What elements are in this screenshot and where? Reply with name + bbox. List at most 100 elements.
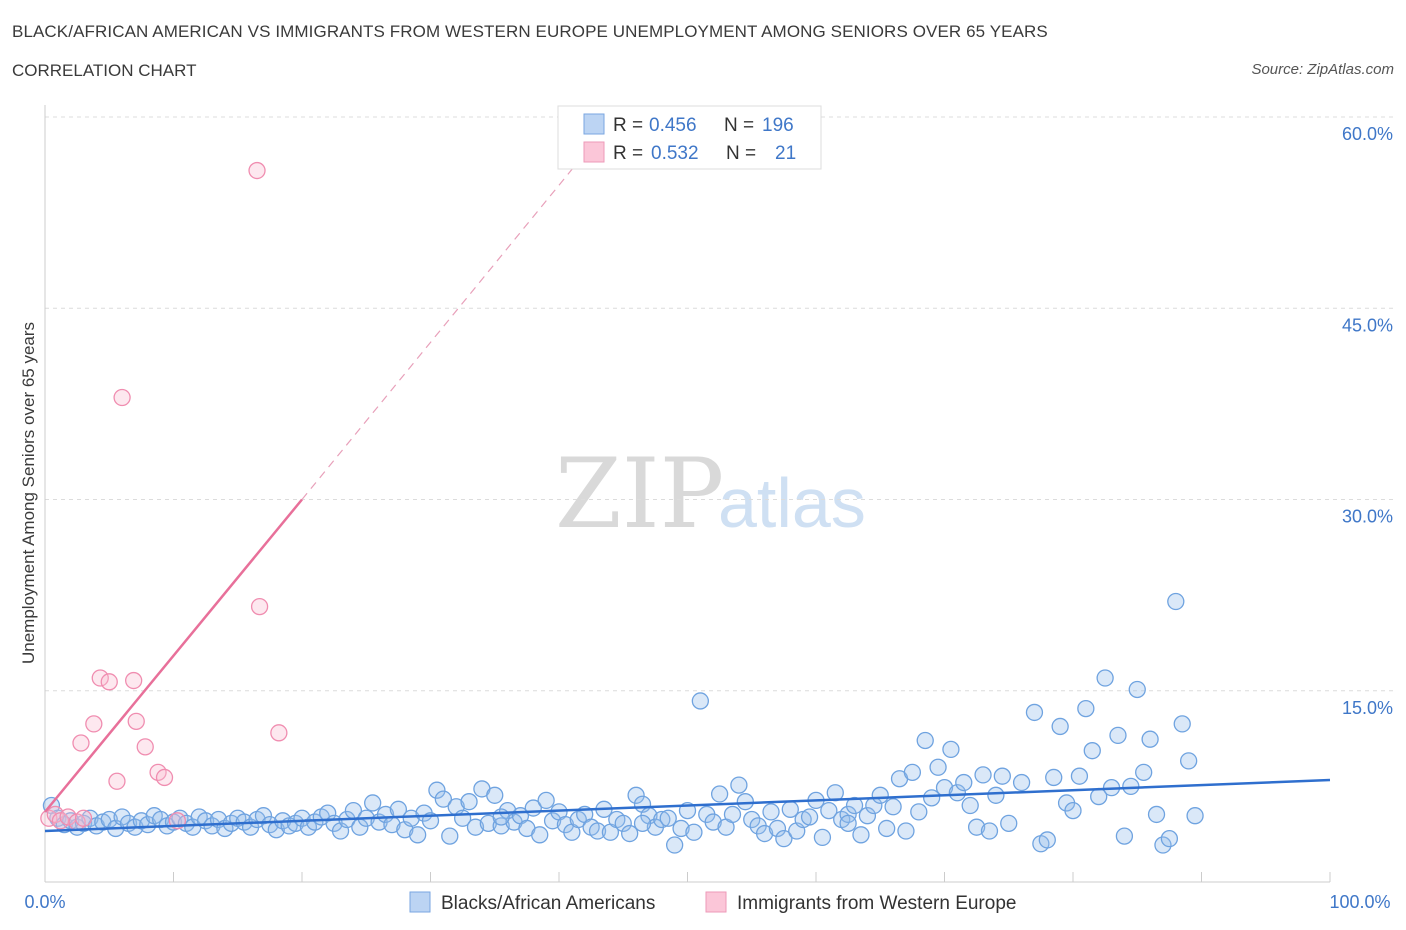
point-blacks-97 — [666, 836, 684, 854]
point-blacks-140 — [942, 740, 960, 759]
point-blacks-149 — [1000, 814, 1018, 832]
point-blacks-177 — [839, 814, 857, 832]
y-axis-label: Unemployment Among Seniors over 65 years — [19, 322, 38, 664]
point-blacks-159 — [1077, 699, 1095, 718]
legend-r-label-2: R = — [613, 143, 643, 164]
point-blacks-124 — [839, 805, 857, 824]
point-blacks-138 — [929, 758, 947, 776]
bottom-legend-label-blacks: Blacks/African Americans — [441, 893, 655, 914]
point-blacks-61 — [434, 790, 453, 808]
point-blacks-43 — [319, 804, 337, 822]
y-tick-label-45: 45.0% — [1342, 315, 1393, 335]
point-blacks-62 — [441, 827, 459, 845]
point-blacks-57 — [408, 826, 427, 844]
y-tick-label-15: 15.0% — [1342, 698, 1393, 718]
point-blacks-118 — [800, 808, 819, 826]
bottom-legend-swatch-blue — [409, 891, 431, 913]
point-blacks-172 — [1160, 830, 1179, 848]
point-blacks-157 — [1064, 801, 1082, 820]
point-blacks-114 — [775, 830, 793, 848]
point-blacks-176 — [1186, 807, 1204, 825]
point-blacks-70 — [492, 817, 510, 835]
y-tick-label-30: 30.0% — [1342, 507, 1393, 527]
point-blacks-77 — [537, 791, 555, 810]
point-blacks-164 — [1109, 726, 1127, 745]
point-blacks-104 — [710, 785, 729, 803]
bottom-legend-label-immigrants: Immigrants from Western Europe — [737, 893, 1016, 914]
point-blacks-33 — [254, 807, 273, 825]
point-blacks-170 — [1147, 805, 1166, 824]
x-tick-label-max: 100.0% — [1329, 892, 1390, 912]
point-blacks-85 — [588, 822, 607, 840]
point-blacks-162 — [1096, 669, 1114, 687]
point-immigrants-10 — [108, 772, 126, 790]
chart-subtitle: CORRELATION CHART — [12, 61, 197, 80]
point-blacks-165 — [1115, 827, 1134, 845]
point-blacks-171 — [1154, 836, 1172, 854]
point-blacks-141 — [948, 784, 966, 802]
point-blacks-100 — [685, 823, 703, 841]
point-immigrants-8 — [91, 669, 109, 687]
point-blacks-15 — [139, 815, 157, 834]
point-blacks-69 — [486, 786, 504, 804]
point-blacks-169 — [1141, 730, 1159, 748]
point-blacks-90 — [621, 824, 639, 843]
point-immigrants-14 — [136, 738, 154, 756]
legend-r-label-1: R = — [613, 115, 643, 136]
point-blacks-66 — [466, 818, 485, 836]
point-blacks-111 — [755, 824, 774, 843]
legend-swatch-pink — [583, 141, 605, 163]
y-tick-labels: 15.0% 30.0% 45.0% 60.0% — [1342, 124, 1393, 718]
point-immigrants-9 — [100, 673, 118, 691]
x-axis-ticks — [44, 872, 1331, 882]
point-blacks-179 — [492, 808, 510, 826]
y-tick-label-60: 60.0% — [1342, 124, 1393, 144]
point-immigrants-6 — [72, 734, 90, 752]
point-blacks-121 — [820, 801, 838, 820]
series-blacks-points — [42, 592, 1204, 854]
point-blacks-145 — [974, 766, 992, 784]
point-blacks-60 — [428, 781, 446, 799]
point-immigrants-5 — [74, 809, 93, 827]
point-blacks-135 — [910, 803, 928, 821]
point-blacks-175 — [1180, 752, 1198, 770]
point-blacks-112 — [762, 803, 780, 821]
point-immigrants-18 — [248, 161, 266, 180]
point-blacks-166 — [1122, 777, 1140, 796]
trend-line-immigrants — [44, 498, 303, 813]
point-blacks-125 — [845, 796, 864, 815]
source-label: Source: ZipAtlas.com — [1251, 61, 1394, 78]
legend-bottom: Blacks/African Americans Immigrants from… — [409, 891, 1016, 914]
point-blacks-65 — [460, 793, 478, 811]
point-blacks-130 — [878, 819, 896, 838]
point-blacks-143 — [961, 796, 979, 815]
trend-line-immigrants-extension — [301, 161, 579, 500]
point-blacks-95 — [653, 810, 671, 829]
point-blacks-91 — [627, 786, 645, 804]
point-blacks-129 — [871, 786, 889, 804]
point-blacks-103 — [704, 813, 722, 831]
point-blacks-131 — [884, 798, 902, 816]
legend-top: R = 0.456 N = 196 R = 0.532 N = 21 — [557, 105, 822, 170]
point-immigrants-19 — [250, 597, 269, 616]
point-immigrants-7 — [85, 715, 103, 733]
point-blacks-96 — [659, 809, 677, 827]
legend-n-label-1: N = — [724, 115, 754, 136]
legend-r-value-2: 0.532 — [651, 143, 699, 164]
point-blacks-56 — [402, 809, 420, 827]
point-immigrants-20 — [270, 724, 288, 742]
point-blacks-98 — [672, 819, 690, 838]
chart-title: BLACK/AFRICAN AMERICAN VS IMMIGRANTS FRO… — [12, 22, 1048, 41]
point-blacks-160 — [1083, 742, 1101, 760]
point-blacks-178 — [633, 814, 652, 832]
point-blacks-136 — [916, 731, 934, 750]
point-blacks-78 — [543, 812, 562, 830]
x-tick-label-min: 0.0% — [24, 892, 65, 912]
point-blacks-144 — [967, 818, 986, 836]
point-blacks-168 — [1135, 763, 1153, 781]
point-blacks-174 — [1173, 715, 1191, 733]
point-blacks-134 — [903, 763, 922, 781]
series-immigrants-points — [40, 161, 288, 831]
point-blacks-154 — [1045, 768, 1063, 787]
